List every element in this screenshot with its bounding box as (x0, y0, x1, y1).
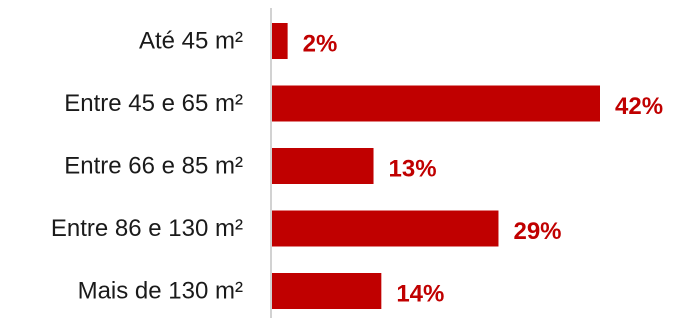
value-label-1: 42% (615, 93, 663, 120)
bar-4 (272, 273, 382, 309)
category-label-1: Entre 45 e 65 m² (64, 90, 243, 117)
category-label-4: Mais de 130 m² (78, 278, 243, 305)
category-label-2: Entre 66 e 85 m² (64, 153, 243, 180)
category-label-0: Até 45 m² (139, 28, 243, 55)
bar-0 (272, 23, 288, 59)
value-label-4: 14% (396, 281, 444, 308)
value-label-3: 29% (513, 218, 561, 245)
value-label-0: 2% (303, 31, 338, 58)
bar-1 (272, 85, 600, 122)
value-label-2: 13% (389, 156, 437, 183)
category-label-3: Entre 86 e 130 m² (51, 215, 243, 242)
bars-group: Até 45 m² 2% Entre 45 e 65 m² 42% Entre 66 e… (51, 23, 663, 309)
bar-2 (272, 148, 374, 184)
bar-3 (272, 210, 499, 247)
